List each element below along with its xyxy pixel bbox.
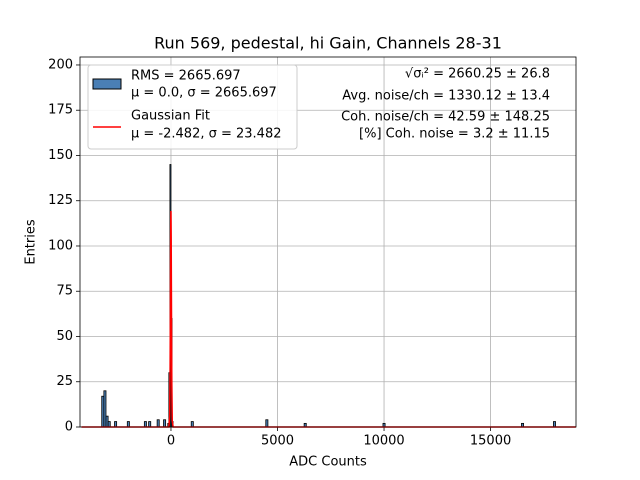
histogram-bar bbox=[163, 419, 167, 428]
histogram-bar bbox=[265, 419, 269, 428]
legend-label: μ = 0.0, σ = 2665.697 bbox=[131, 86, 277, 101]
y-tick-label: 25 bbox=[56, 374, 73, 389]
x-tick-label: 10000 bbox=[363, 434, 404, 449]
histogram-bar bbox=[190, 421, 194, 428]
annotation: [%] Coh. noise = 3.2 ± 11.15 bbox=[359, 127, 550, 142]
legend-swatch bbox=[92, 78, 122, 90]
y-tick-label: 150 bbox=[48, 148, 73, 163]
x-tick-label: 0 bbox=[167, 434, 175, 449]
y-tick-label: 75 bbox=[56, 284, 73, 299]
annotation: Coh. noise/ch = 42.59 ± 148.25 bbox=[341, 110, 550, 125]
legend-label: μ = -2.482, σ = 23.482 bbox=[131, 127, 281, 142]
chart-title: Run 569, pedestal, hi Gain, Channels 28-… bbox=[154, 34, 502, 53]
histogram-bar bbox=[114, 421, 118, 428]
x-tick-label: 15000 bbox=[470, 434, 511, 449]
x-axis-label: ADC Counts bbox=[289, 455, 367, 470]
annotation: √σᵢ² = 2660.25 ± 26.8 bbox=[405, 67, 550, 82]
x-tick-label: 5000 bbox=[261, 434, 294, 449]
y-tick-label: 50 bbox=[56, 329, 73, 344]
histogram-bar bbox=[148, 421, 152, 428]
y-tick-label: 125 bbox=[48, 193, 73, 208]
legend-label: Gaussian Fit bbox=[131, 109, 210, 124]
annotation: Avg. noise/ch = 1330.12 ± 13.4 bbox=[342, 89, 550, 104]
histogram-bar bbox=[156, 419, 160, 428]
plot-frame bbox=[79, 56, 577, 428]
histogram-bar bbox=[126, 421, 130, 428]
fit-line bbox=[81, 211, 576, 428]
y-axis-label: Entries bbox=[24, 219, 39, 265]
legend-box bbox=[87, 64, 298, 150]
y-tick-label: 100 bbox=[48, 238, 73, 253]
y-tick-label: 0 bbox=[65, 420, 73, 435]
histogram-bar bbox=[553, 421, 556, 428]
y-tick-label: 175 bbox=[48, 103, 73, 118]
legend-label: RMS = 2665.697 bbox=[131, 69, 241, 84]
legend: RMS = 2665.697 μ = 0.0, σ = 2665.697 Gauss… bbox=[87, 64, 298, 150]
histogram-bar bbox=[143, 421, 147, 428]
y-tick-label: 200 bbox=[48, 57, 73, 72]
histogram-bar bbox=[107, 421, 111, 428]
